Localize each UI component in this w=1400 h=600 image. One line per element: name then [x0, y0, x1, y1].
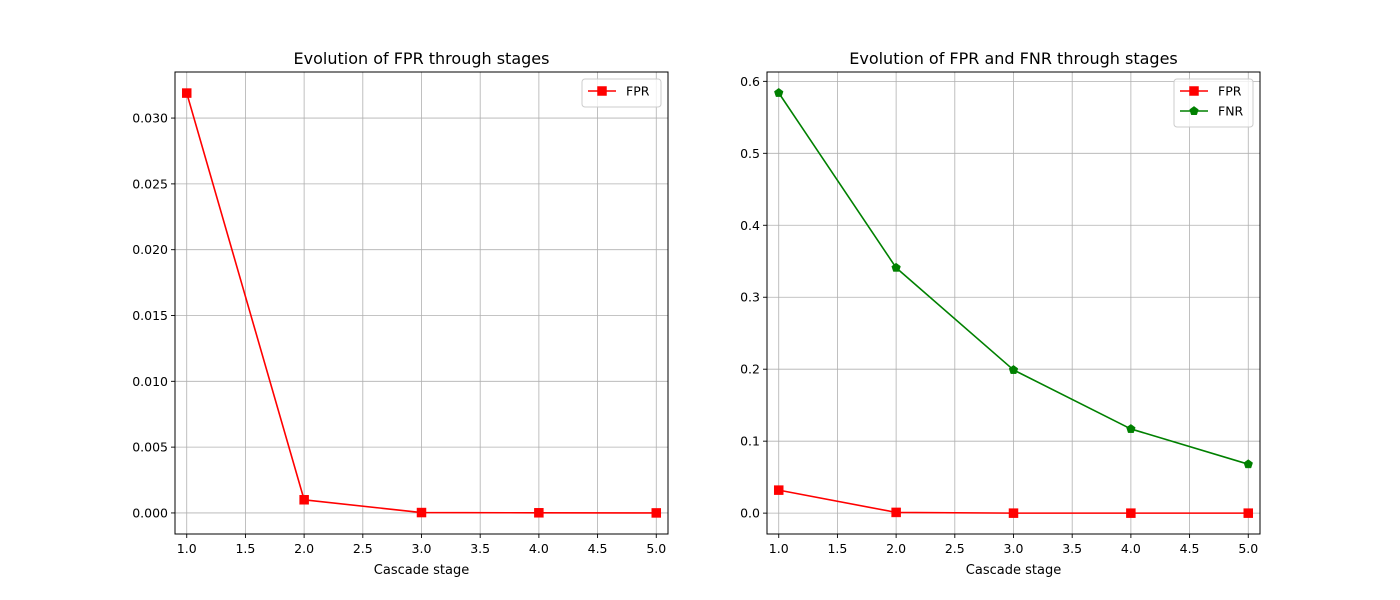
x-tick-label: 1.5 [235, 541, 255, 556]
x-tick-label: 5.0 [646, 541, 666, 556]
chart-1: 1.0 1.5 2.0 2.5 3.0 3.5 4.0 4.5 5.0 0.000 0.005 0.0… [132, 49, 669, 578]
x-tick-label: 1.0 [177, 541, 197, 556]
x-tick-label: 3.5 [1062, 541, 1082, 556]
series-fpr [181, 88, 662, 518]
y-tick-label: 0.3 [740, 290, 760, 305]
legend-marker-fpr [1189, 86, 1199, 96]
data-point-fnr [1126, 424, 1136, 433]
x-tick-label: 4.5 [1180, 541, 1200, 556]
data-point-fpr [534, 508, 544, 518]
legend: FPR FNR [1173, 78, 1254, 128]
data-point-fnr [891, 262, 901, 272]
x-tick-label: 2.5 [353, 541, 373, 556]
legend-marker-fnr [1189, 106, 1199, 115]
data-point-fpr [416, 507, 427, 518]
y-tick-label: 0.025 [132, 176, 168, 191]
legend-box [581, 78, 662, 108]
y-tick-label: 0.0 [740, 506, 760, 521]
x-tick-label: 3.5 [470, 541, 490, 556]
data-point-fpr [1243, 508, 1254, 518]
data-point-fnr [1243, 459, 1253, 469]
y-tick-label: 0.1 [740, 434, 760, 449]
y-tick-label: 0.6 [740, 74, 760, 89]
y-tick-label: 0.005 [132, 440, 168, 455]
series-fpr [773, 485, 1254, 518]
chart-title: Evolution of FPR and FNR through stages [849, 49, 1178, 68]
legend-label-fnr: FNR [1218, 104, 1244, 119]
y-tick-label: 0.015 [132, 308, 168, 323]
chart-title: Evolution of FPR through stages [294, 49, 550, 68]
x-tick-label: 2.0 [886, 541, 906, 556]
legend-marker-fpr [597, 86, 607, 96]
y-tick-label: 0.4 [740, 218, 760, 233]
data-point-fpr [1126, 508, 1136, 518]
x-tick-label: 5.0 [1238, 541, 1258, 556]
x-tick-label: 1.5 [827, 541, 847, 556]
data-point-fpr [773, 485, 784, 495]
y-tick-label: 0.020 [132, 242, 168, 257]
data-point-fpr [1008, 508, 1019, 518]
x-tick-label: 3.0 [1004, 541, 1024, 556]
legend-label-fpr: FPR [626, 84, 650, 99]
data-point-fnr [1008, 365, 1019, 374]
series-fnr [774, 87, 1253, 469]
x-axis-label: Cascade stage [966, 563, 1061, 578]
x-tick-label: 4.5 [588, 541, 608, 556]
data-point-fnr [774, 87, 784, 97]
x-tick-label: 3.0 [412, 541, 432, 556]
chart-2: 1.0 1.5 2.0 2.5 3.0 3.5 4.0 4.5 5.0 0.0 0.1 0.2 0.3 0… [740, 49, 1261, 578]
data-point-fpr [181, 88, 192, 98]
y-tick-label: 0.010 [132, 374, 168, 389]
x-tick-label: 1.0 [769, 541, 789, 556]
x-tick-label: 2.5 [945, 541, 965, 556]
y-tick-label: 0.5 [740, 146, 760, 161]
legend-label-fpr: FPR [1218, 84, 1242, 99]
y-tick-label: 0.030 [132, 111, 168, 126]
x-axis-label: Cascade stage [374, 563, 469, 578]
data-point-fpr [891, 507, 901, 518]
data-point-fpr [299, 495, 309, 505]
legend: FPR [581, 78, 662, 108]
x-tick-label: 4.0 [1121, 541, 1141, 556]
data-point-fpr [651, 508, 662, 518]
x-tick-label: 4.0 [529, 541, 549, 556]
y-tick-label: 0.2 [740, 362, 760, 377]
y-tick-label: 0.000 [132, 505, 168, 520]
x-tick-label: 2.0 [294, 541, 314, 556]
